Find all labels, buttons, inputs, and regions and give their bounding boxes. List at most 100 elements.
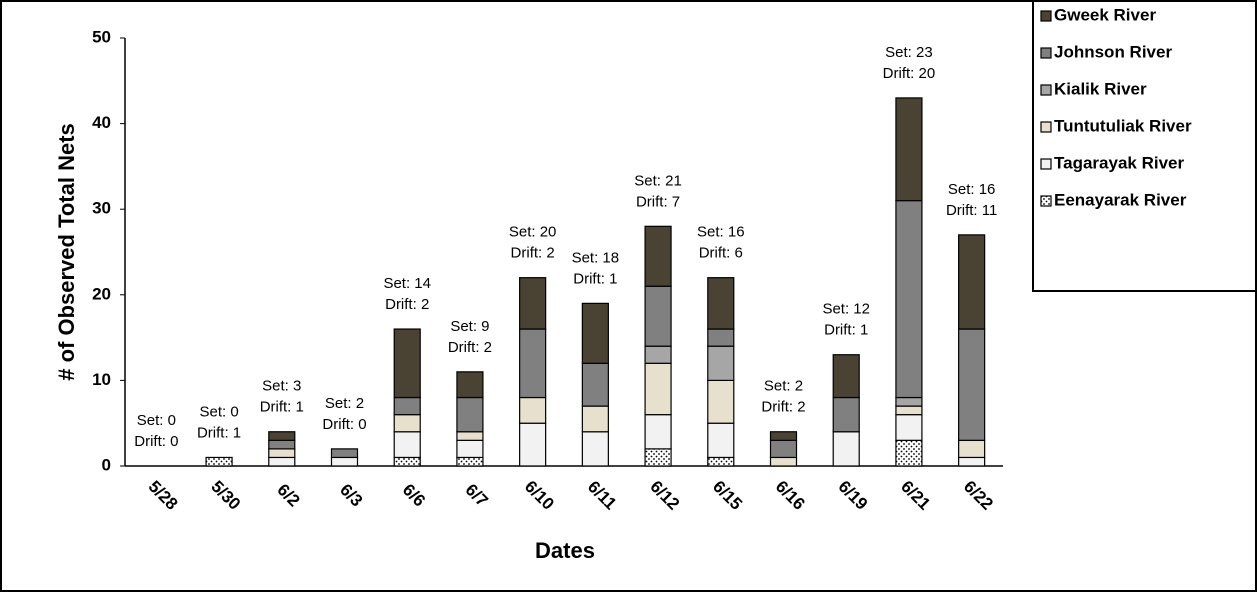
set-label: Set: 3 bbox=[262, 378, 301, 395]
set-label: Set: 0 bbox=[199, 403, 238, 420]
set-label: Set: 2 bbox=[325, 395, 364, 412]
bar-segment bbox=[832, 396, 860, 433]
bar-segment bbox=[644, 345, 672, 364]
legend-label: Johnson River bbox=[1054, 42, 1172, 61]
bar-segment bbox=[769, 439, 798, 459]
drift-label: Drift: 2 bbox=[448, 339, 492, 356]
bar-segment bbox=[268, 448, 296, 459]
bar-segment bbox=[519, 396, 547, 424]
bar-segment bbox=[958, 234, 986, 330]
set-label: Set: 20 bbox=[509, 224, 557, 241]
bar-segment bbox=[581, 431, 609, 467]
set-label: Set: 16 bbox=[948, 181, 996, 198]
bar-segment bbox=[519, 277, 547, 330]
drift-label: Drift: 7 bbox=[636, 193, 680, 210]
bar-segment bbox=[769, 431, 798, 441]
bar-segment bbox=[895, 405, 923, 416]
drift-label: Drift: 1 bbox=[197, 424, 241, 441]
bar-segment bbox=[895, 439, 923, 467]
bar-segment bbox=[393, 396, 421, 416]
bar-segment bbox=[268, 456, 296, 467]
bar-segment bbox=[707, 345, 735, 382]
set-label: Set: 21 bbox=[634, 172, 682, 189]
legend-label: Eenayarak River bbox=[1054, 190, 1187, 209]
bar-segment bbox=[456, 456, 484, 467]
bar-segment bbox=[581, 302, 609, 364]
y-tick-label: 0 bbox=[102, 455, 111, 474]
y-tick-label: 40 bbox=[92, 113, 111, 132]
set-label: Set: 2 bbox=[764, 378, 803, 395]
set-label: Set: 0 bbox=[137, 412, 176, 429]
legend-swatch bbox=[1040, 10, 1052, 22]
bar-segment bbox=[895, 200, 923, 399]
legend-swatch bbox=[1040, 84, 1052, 96]
bar-segment bbox=[644, 225, 672, 287]
bar-segment bbox=[393, 414, 421, 433]
bar-segment bbox=[644, 362, 672, 416]
legend-label: Gweek River bbox=[1054, 5, 1156, 24]
bar-segment bbox=[519, 328, 547, 399]
bar-segment bbox=[456, 371, 484, 399]
bar-segment bbox=[268, 439, 296, 450]
bar-segment bbox=[519, 422, 547, 467]
bar-segment bbox=[581, 405, 609, 433]
legend-box bbox=[1032, 0, 1257, 292]
x-axis-title: Dates bbox=[535, 538, 595, 563]
bar-segment bbox=[958, 456, 986, 467]
bar-segment bbox=[895, 97, 923, 202]
y-axis-title: # of Observed Total Nets bbox=[54, 123, 79, 381]
legend-swatch bbox=[1040, 158, 1052, 170]
bar-segment bbox=[958, 439, 986, 459]
drift-label: Drift: 0 bbox=[134, 433, 178, 450]
bar-segment bbox=[330, 448, 359, 459]
legend-swatch bbox=[1040, 47, 1052, 59]
legend-label: Tuntutuliak River bbox=[1054, 116, 1192, 135]
bar-segment bbox=[393, 431, 421, 459]
drift-label: Drift: 1 bbox=[260, 399, 304, 416]
legend-label: Tagarayak River bbox=[1054, 153, 1184, 172]
bar-segment bbox=[393, 328, 421, 399]
bar-segment bbox=[769, 456, 798, 467]
drift-label: Drift: 2 bbox=[761, 399, 805, 416]
bar-segment bbox=[707, 422, 735, 459]
bar-segment bbox=[644, 448, 672, 467]
drift-label: Drift: 11 bbox=[946, 202, 997, 219]
drift-label: Drift: 2 bbox=[511, 245, 555, 262]
drift-label: Drift: 2 bbox=[385, 296, 429, 313]
drift-label: Drift: 6 bbox=[699, 245, 743, 262]
bar-segment bbox=[895, 414, 923, 441]
bar-segment bbox=[393, 456, 421, 467]
bar-segment bbox=[832, 354, 860, 399]
set-label: Set: 14 bbox=[383, 275, 431, 292]
drift-label: Drift: 1 bbox=[824, 322, 868, 339]
bar-segment bbox=[958, 328, 986, 441]
legend-label: Kialik River bbox=[1054, 79, 1147, 98]
drift-label: Drift: 20 bbox=[883, 65, 936, 82]
legend-swatch bbox=[1040, 195, 1052, 207]
bar-segment bbox=[832, 431, 860, 467]
set-label: Set: 23 bbox=[885, 44, 933, 61]
bar-segment bbox=[456, 396, 484, 433]
bar-segment bbox=[330, 456, 359, 467]
y-tick-label: 10 bbox=[92, 370, 111, 389]
set-label: Set: 12 bbox=[822, 301, 870, 318]
set-label: Set: 16 bbox=[697, 224, 745, 241]
drift-label: Drift: 0 bbox=[322, 416, 366, 433]
y-tick-label: 50 bbox=[92, 27, 111, 46]
bar-segment bbox=[707, 379, 735, 424]
bar-segment bbox=[268, 431, 296, 441]
bar-segment bbox=[644, 414, 672, 450]
bar-segment bbox=[456, 431, 484, 441]
y-tick-label: 30 bbox=[92, 199, 111, 218]
bar-segment bbox=[707, 328, 735, 347]
set-label: Set: 9 bbox=[450, 318, 489, 335]
bar-segment bbox=[707, 277, 735, 330]
bar-segment bbox=[895, 396, 923, 407]
bar-segment bbox=[205, 456, 233, 467]
bar-segment bbox=[707, 456, 735, 467]
y-tick-label: 20 bbox=[92, 284, 111, 303]
bar-segment bbox=[456, 439, 484, 459]
drift-label: Drift: 1 bbox=[573, 270, 617, 287]
bar-segment bbox=[644, 285, 672, 347]
